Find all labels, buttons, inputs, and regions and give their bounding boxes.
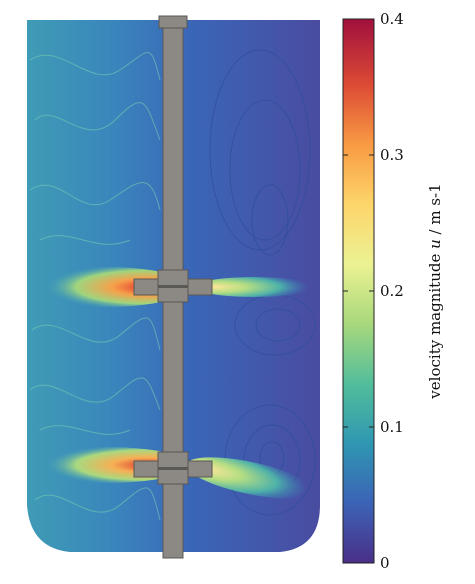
colorbar-ticks: 0 0.1 0.2 0.3 0.4 bbox=[343, 10, 404, 572]
upper-right-jet bbox=[195, 277, 315, 297]
lower-impeller bbox=[133, 451, 213, 485]
upper-impeller bbox=[133, 269, 213, 303]
colorbar-label-symbol: u bbox=[426, 239, 444, 249]
shaft-top-cap bbox=[158, 15, 188, 29]
colorbar-ramp bbox=[342, 18, 375, 564]
agitator bbox=[133, 15, 213, 559]
colorbar-label-prefix: velocity magnitude bbox=[426, 249, 444, 400]
upper-left-jet bbox=[27, 267, 190, 307]
colorbar-tick-label: 0.2 bbox=[380, 282, 404, 300]
colorbar-tick-label: 0.4 bbox=[380, 10, 404, 28]
colorbar: 0 0.1 0.2 0.3 0.4 velocity magnitude u / m s… bbox=[342, 10, 444, 572]
colorbar-label-suffix: / m s-1 bbox=[426, 183, 444, 239]
colorbar-tick-label: 0.1 bbox=[380, 418, 404, 436]
colorbar-tick-label: 0.3 bbox=[380, 146, 404, 164]
colorbar-tick-label: 0 bbox=[380, 554, 390, 572]
colorbar-label: velocity magnitude u / m s-1 bbox=[426, 183, 444, 399]
left-turbulence bbox=[29, 52, 161, 521]
lower-right-jet bbox=[186, 457, 314, 499]
